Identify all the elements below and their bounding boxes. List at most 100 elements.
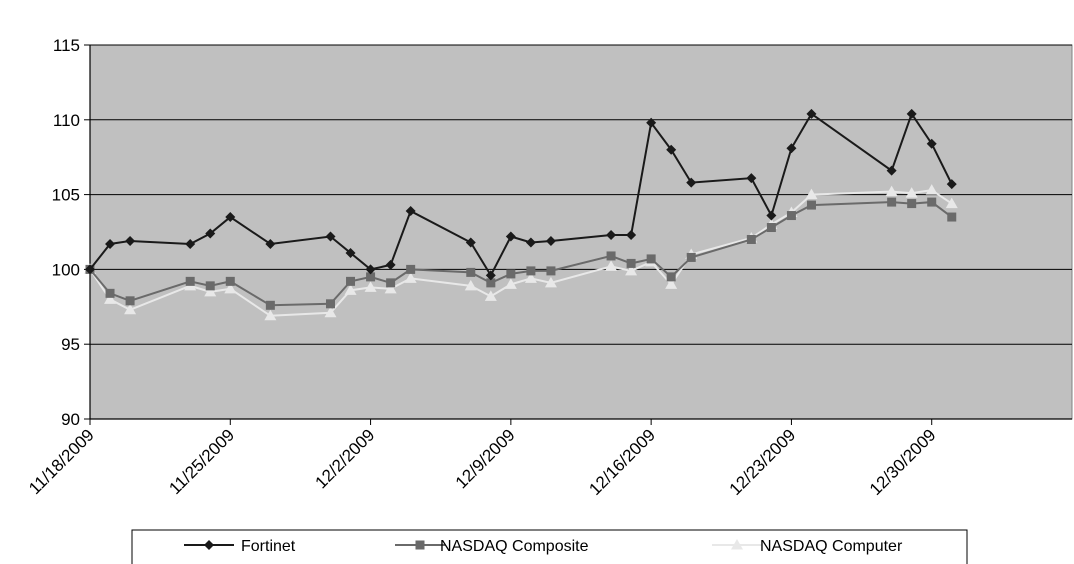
y-tick-label: 90 [61,410,80,429]
legend-item-nasdaq-computer: NASDAQ Computer [712,538,903,555]
data-point [686,177,697,188]
data-point [625,264,638,276]
data-point [746,173,757,184]
data-point [505,231,516,242]
data-point [465,237,476,248]
data-point [125,296,135,306]
x-tick-label: 11/25/2009 [165,425,238,498]
x-tick-label: 12/16/2009 [585,425,659,499]
data-point [124,303,137,315]
gridlines [90,44,1072,345]
data-point [806,108,817,119]
data-point [225,212,236,223]
data-point [85,264,95,275]
data-point [545,235,556,246]
data-point [105,238,116,249]
legend-item-fortinet: Fortinet [184,538,296,555]
data-point [325,231,336,242]
data-point [806,200,816,210]
series-fortinet [85,108,957,281]
data-point [486,278,496,288]
axes [89,45,1072,420]
y-tick-label: 115 [53,36,80,55]
legend-box [131,529,968,564]
data-point [886,165,897,176]
data-point [205,281,215,291]
data-point [746,234,756,244]
data-point [786,211,796,221]
data-point [225,276,235,286]
data-point [544,276,557,288]
data-point [466,267,476,277]
data-point [666,144,677,155]
data-point [325,299,335,309]
data-point [666,272,676,282]
data-point [525,237,536,248]
data-point [665,278,678,289]
data-point [464,279,477,291]
data-point [265,300,275,310]
data-point [384,282,397,294]
legend-marker [731,539,743,550]
data-point [946,179,957,190]
data-point [945,197,958,209]
legend-marker [415,540,425,550]
y-axis-ticks: 90 95 100 105 110 115 [52,36,90,429]
legend-marker [204,540,214,550]
series-line-fortinet [89,111,953,278]
data-point [606,251,616,261]
data-point [506,269,516,279]
plot-background [89,44,1073,420]
data-point [925,184,938,195]
data-point [766,210,777,221]
data-point [364,281,377,292]
data-point [404,272,417,283]
data-point [646,117,657,128]
data-point [484,290,497,301]
data-point [185,276,195,286]
data-point [265,238,276,249]
y-tick-label: 105 [52,186,80,205]
x-axis-ticks: 11/18/2009 11/25/2009 12/2/2009 12/9/2009 12… [25,419,940,499]
legend-label: NASDAQ Computer [760,538,903,555]
data-point [907,199,917,209]
x-tick-label: 11/18/2009 [25,425,98,498]
data-point [324,306,337,318]
data-point [646,254,656,264]
data-point [905,187,918,198]
legend-item-nasdaq-composite: NASDAQ Composite [395,538,589,555]
data-point [605,260,618,271]
x-tick-label: 12/30/2009 [866,425,940,499]
x-tick-label: 12/23/2009 [726,425,800,499]
data-point [205,228,216,239]
data-point [405,206,416,217]
data-point [926,138,937,149]
data-point [885,185,898,197]
data-point [686,252,696,262]
data-point [504,278,517,289]
data-point [906,108,917,119]
legend-label: Fortinet [241,538,296,555]
data-point [204,285,217,297]
data-point [105,288,115,298]
data-point [386,278,396,288]
data-point [526,266,536,276]
legend: Fortinet NASDAQ Composite NASDAQ Computer [131,529,968,564]
data-point [546,266,556,276]
data-point [224,282,237,294]
legend-label: NASDAQ Composite [440,538,589,555]
data-point [606,229,617,240]
y-tick-label: 110 [53,111,80,130]
data-point [524,272,537,283]
y-tick-label: 95 [61,335,80,354]
data-point [264,309,277,321]
data-point [927,197,937,207]
data-point [485,270,496,281]
data-point [365,264,376,275]
data-point [366,272,376,282]
data-point [185,238,196,249]
data-point [626,258,636,268]
data-point [947,212,957,222]
data-point [125,235,136,246]
